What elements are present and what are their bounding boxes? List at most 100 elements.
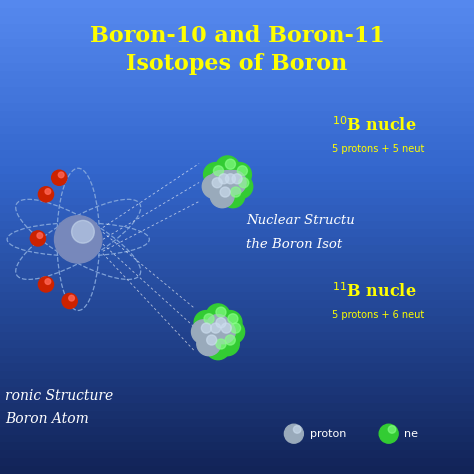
Circle shape [69, 295, 74, 301]
Circle shape [231, 187, 241, 197]
Circle shape [293, 426, 301, 433]
Circle shape [55, 216, 102, 263]
Circle shape [216, 307, 226, 317]
Text: Boron-10 and Boron-11: Boron-10 and Boron-11 [90, 25, 384, 46]
Circle shape [221, 323, 231, 333]
Bar [0, 387, 474, 395]
Bar [0, 292, 474, 300]
Circle shape [210, 323, 221, 333]
Bar [0, 32, 474, 39]
Bar [0, 47, 474, 55]
Bar [0, 150, 474, 158]
Circle shape [216, 156, 239, 180]
Bar [0, 110, 474, 118]
Circle shape [191, 320, 215, 344]
Bar [0, 261, 474, 269]
Bar [0, 245, 474, 253]
Bar [0, 174, 474, 182]
Bar [0, 103, 474, 110]
Bar [0, 356, 474, 364]
Circle shape [229, 174, 253, 199]
Circle shape [222, 171, 246, 194]
Circle shape [207, 335, 217, 345]
Bar [0, 55, 474, 63]
Circle shape [226, 159, 236, 169]
Text: ronic Structure: ronic Structure [5, 389, 113, 403]
Circle shape [72, 220, 94, 243]
Circle shape [218, 310, 242, 335]
Bar [0, 190, 474, 198]
Circle shape [221, 320, 245, 344]
Text: Boron Atom: Boron Atom [5, 412, 89, 427]
Bar [0, 24, 474, 32]
Circle shape [216, 339, 226, 349]
Bar [0, 316, 474, 324]
Bar [0, 142, 474, 150]
Circle shape [52, 170, 67, 185]
Bar [0, 118, 474, 127]
Circle shape [226, 174, 236, 184]
Circle shape [204, 163, 228, 186]
Bar [0, 284, 474, 292]
Bar [0, 450, 474, 458]
Circle shape [228, 163, 251, 186]
Bar [0, 182, 474, 190]
Bar [0, 458, 474, 466]
Circle shape [228, 314, 238, 324]
Bar [0, 71, 474, 79]
Bar [0, 205, 474, 213]
Text: 5 protons + 5 neut: 5 protons + 5 neut [332, 144, 424, 155]
Circle shape [232, 174, 242, 184]
Circle shape [38, 187, 54, 202]
Text: Nuclear Structu: Nuclear Structu [246, 214, 355, 227]
Circle shape [219, 174, 229, 184]
Circle shape [388, 426, 396, 433]
Bar [0, 411, 474, 419]
Circle shape [201, 323, 211, 333]
Circle shape [239, 178, 249, 188]
Circle shape [210, 184, 234, 208]
Circle shape [216, 318, 226, 328]
Bar [0, 127, 474, 134]
Circle shape [206, 304, 230, 328]
Bar [0, 63, 474, 71]
Bar [0, 253, 474, 261]
Bar [0, 95, 474, 103]
Bar [0, 0, 474, 8]
Bar [0, 442, 474, 450]
Circle shape [206, 315, 230, 338]
Bar [0, 403, 474, 411]
Circle shape [213, 166, 224, 176]
Text: $^{11}$B nucle: $^{11}$B nucle [332, 282, 416, 301]
Bar [0, 364, 474, 371]
Circle shape [197, 332, 221, 356]
Circle shape [62, 293, 77, 309]
Bar [0, 134, 474, 142]
Circle shape [204, 314, 214, 324]
Bar [0, 198, 474, 205]
Circle shape [379, 424, 398, 443]
Circle shape [215, 332, 239, 356]
Bar [0, 276, 474, 284]
Bar [0, 466, 474, 474]
Circle shape [202, 174, 226, 199]
Circle shape [216, 171, 239, 194]
Circle shape [201, 320, 225, 344]
Bar [0, 229, 474, 237]
Circle shape [221, 184, 245, 208]
Circle shape [212, 178, 222, 188]
Bar [0, 332, 474, 340]
Bar [0, 324, 474, 332]
Bar [0, 435, 474, 442]
Bar [0, 308, 474, 316]
Circle shape [237, 166, 247, 176]
Text: $^{10}$B nucle: $^{10}$B nucle [332, 116, 416, 135]
Bar [0, 39, 474, 47]
Bar [0, 340, 474, 347]
Circle shape [37, 233, 43, 238]
Circle shape [284, 424, 303, 443]
Bar [0, 237, 474, 245]
Circle shape [58, 172, 64, 178]
Circle shape [211, 320, 235, 344]
Circle shape [230, 323, 241, 333]
